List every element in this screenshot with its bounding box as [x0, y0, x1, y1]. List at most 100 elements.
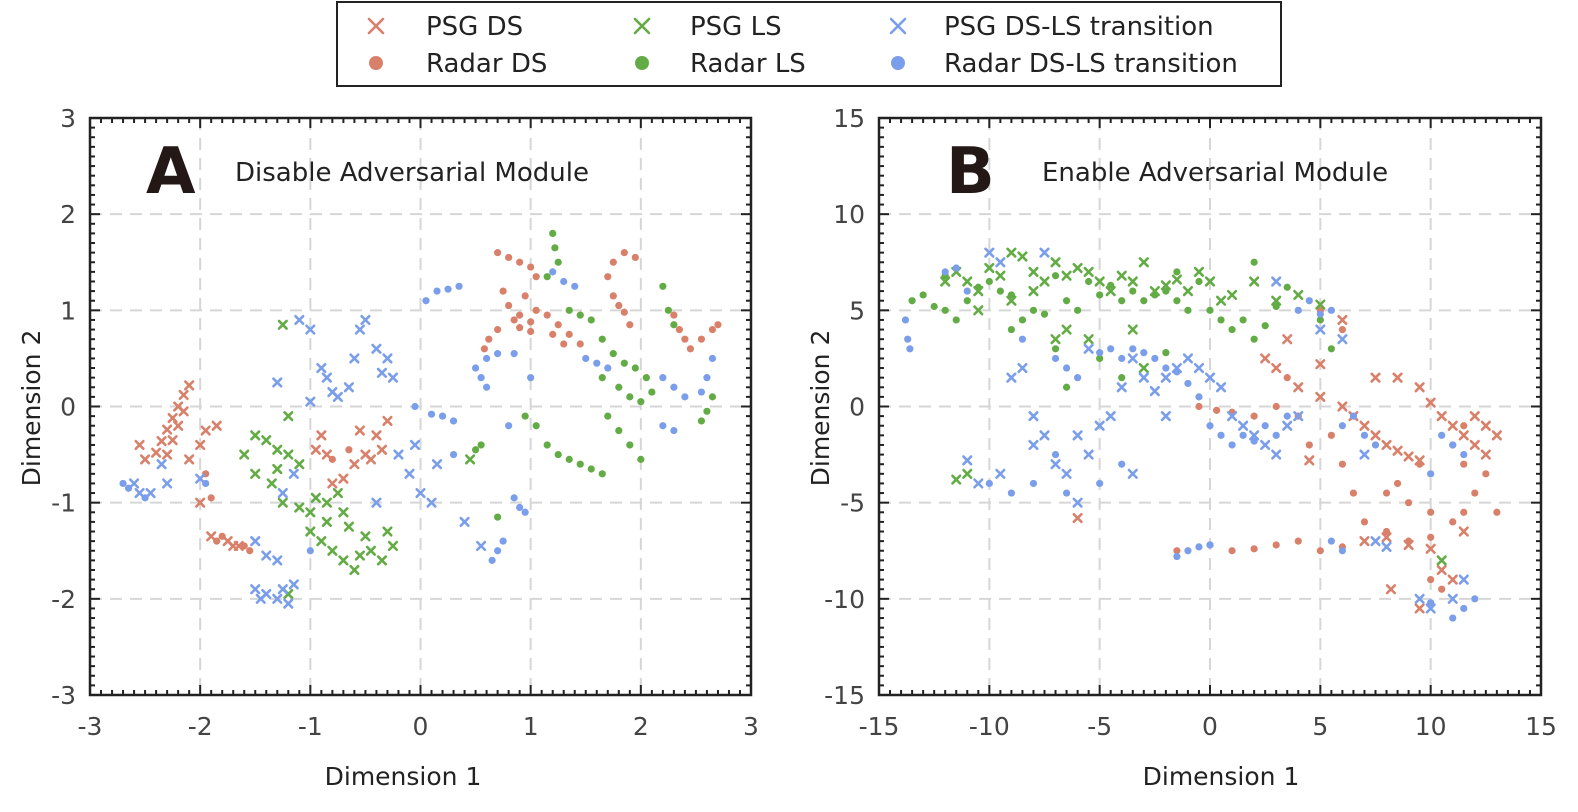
panel-a-radar-ds-point — [604, 273, 612, 281]
panel-b-psg-ds-ls-transition-point — [1271, 449, 1282, 460]
panel-a-psg-ds-point — [206, 531, 217, 542]
panel-a-radar-ds-ls-transition-point — [505, 422, 513, 430]
panel-b-psg-ds-point — [1392, 445, 1403, 456]
panel-a-radar-ds-point — [609, 258, 617, 266]
panel-b-psg-ds-ls-transition-point — [1193, 362, 1205, 374]
panel-b-psg-ds-ls-transition-point — [1028, 411, 1039, 422]
panel-a-radar-ds-point — [485, 335, 493, 343]
panel-a-psg-ds-ls-transition-point — [431, 459, 443, 470]
panel-b-radar-ds-ls-transition-point — [1195, 543, 1203, 551]
panel-b-psg-ls-point — [1315, 299, 1326, 310]
panel-b-psg-ds-ls-transition-point — [1282, 420, 1293, 431]
panel-b-psg-ls-point — [1226, 289, 1238, 301]
legend-label-radar-transition: Radar DS-LS transition — [944, 49, 1238, 79]
panel-a-radar-ds-ls-transition-point — [510, 350, 518, 358]
panel-a-radar-ds-point — [620, 249, 628, 257]
panel-b-psg-ds-point — [1381, 532, 1392, 543]
panel-b-psg-ls-point — [1061, 324, 1072, 335]
panel-b-radar-ds-ls-transition-point — [1074, 374, 1082, 382]
panel-b-radar-ds-ls-transition-point — [1206, 422, 1214, 430]
legend-marker-psg-ds-ls-transition — [889, 17, 907, 35]
panel-b-radar-ds-ls-transition-point — [1239, 431, 1247, 439]
panel-b-radar-ds-ls-transition-point — [1151, 354, 1159, 363]
panel-b-psg-ds-ls-transition-point — [1127, 468, 1138, 479]
panel-b-radar-ls-point — [1261, 322, 1269, 330]
panel-b-radar-ds-point — [1382, 489, 1391, 497]
panel-a-radar-ds-point — [560, 340, 568, 348]
panel-a-xtick-label: -2 — [188, 712, 213, 741]
panel-a-psg-ds-point — [316, 430, 327, 441]
panel-b-psg-ls-point — [962, 468, 973, 479]
panel-b-psg-ds-point — [1370, 372, 1381, 383]
panel-b-psg-ds-point — [1392, 372, 1403, 383]
panel-a-radar-ds-ls-transition-point — [659, 374, 667, 382]
panel-a-psg-ls-point — [338, 507, 349, 518]
panel-a-radar-ds-point — [480, 345, 488, 353]
panel-a-radar-ds-point — [609, 292, 617, 300]
panel-b-radar-ls-point — [1316, 316, 1324, 324]
panel-a-radar-ls-point — [549, 229, 557, 237]
panel-b-radar-ds-ls-transition-point — [1018, 335, 1027, 343]
panel-b-xtick-label: 5 — [1312, 712, 1328, 741]
panel-b-radar-ds-ls-transition-point — [1118, 460, 1126, 468]
panel-a-ytick-label: -1 — [51, 489, 76, 518]
panel-b-radar-ls-point — [1118, 374, 1126, 382]
panel-b-radar-ds-ls-transition-point — [1062, 364, 1071, 372]
panel-b-psg-ls-point — [1116, 270, 1127, 281]
panel-a-radar-ds-ls-transition-point — [119, 479, 127, 488]
panel-b-radar-ds-ls-transition-point — [1360, 431, 1369, 439]
panel-a-psg-ls-point — [360, 531, 371, 542]
panel-b-psg-ds-ls-transition-point — [1271, 276, 1282, 287]
panel-a-radar-ds-ls-transition-point — [488, 556, 496, 564]
panel-b-psg-ls-point — [1039, 276, 1050, 287]
panel-a-ytick-label: 1 — [60, 296, 76, 325]
panel-a-psg-ls-point — [365, 545, 377, 556]
panel-b-psg-ds-ls-transition-point — [1050, 459, 1061, 470]
panel-b-radar-ls-point — [1051, 272, 1060, 280]
panel-a-title: Disable Adversarial Module — [235, 158, 589, 188]
panel-b-radar-ds-point — [1338, 460, 1346, 468]
panel-a-radar-ls-point — [565, 455, 573, 463]
panel-a-radar-ds-point — [620, 308, 628, 316]
panel-b-radar-ls-point — [941, 306, 949, 314]
panel-b-radar-ls-point — [1018, 316, 1027, 324]
panel-a-radar-ls-point — [532, 422, 540, 430]
panel-a-radar-ds-point — [675, 325, 683, 334]
panel-a-psg-ds-ls-transition-point — [426, 497, 437, 508]
panel-b-psg-ls-point — [1215, 295, 1227, 306]
panel-a-psg-ls-point — [321, 497, 332, 508]
panel-b-radar-ds-point — [1405, 537, 1413, 545]
panel-a-psg-ds-ls-transition-point — [272, 593, 283, 604]
panel-a-ylabel: Dimension 2 — [17, 330, 46, 487]
panel-b-xlabel: Dimension 1 — [1143, 762, 1300, 791]
panel-b-psg-ds-ls-transition-point — [1006, 372, 1017, 383]
panel-b-psg-ls-point — [1138, 362, 1149, 374]
panel-b-frame — [877, 116, 1543, 697]
panel-b-psg-ds-ls-transition-point — [1028, 439, 1039, 451]
panel-a-psg-ls-point — [310, 492, 321, 503]
panel-b-psg-ds-ls-transition-point — [973, 478, 984, 489]
panel-b-psg-ls-point — [1006, 247, 1017, 258]
panel-a-psg-ds-point — [200, 425, 211, 436]
panel-b-radar-ds-ls-transition-point — [1129, 345, 1137, 353]
panel-a-radar-ds-point — [246, 547, 254, 555]
panel-b-psg-ds-point — [1381, 439, 1392, 451]
panel-b-psg-ds-ls-transition-point — [1215, 382, 1227, 393]
panel-b-psg-ls-point — [1138, 257, 1149, 268]
panel-a-psg-ls-point — [376, 555, 388, 566]
panel-a-radar-ds-ls-transition-point — [411, 402, 419, 411]
panel-a-radar-ds-point — [527, 263, 535, 271]
panel-b-radar-ds-ls-transition-point — [1427, 599, 1435, 607]
panel-a-radar-ls-point — [615, 426, 623, 435]
panel-b-psg-ds-ls-transition-point — [1425, 603, 1436, 614]
panel-a-psg-ls-point — [354, 550, 366, 561]
panel-b-radar-ds-ls-transition-point — [1338, 547, 1346, 555]
panel-b-radar-ls-point — [1173, 268, 1181, 276]
legend: PSG DS PSG LS PSG DS-LS transition Radar… — [336, 1, 1282, 87]
panel-b-radar-ls-point — [1184, 306, 1192, 314]
panel-a-psg-ds-point — [139, 454, 151, 465]
panel-a-radar-ds-ls-transition-point — [483, 383, 491, 391]
panel-a-radar-ls-point — [598, 335, 606, 343]
panel-b-radar-ls-point — [1051, 345, 1060, 353]
panel-b-radar-ds-point — [1427, 533, 1435, 541]
